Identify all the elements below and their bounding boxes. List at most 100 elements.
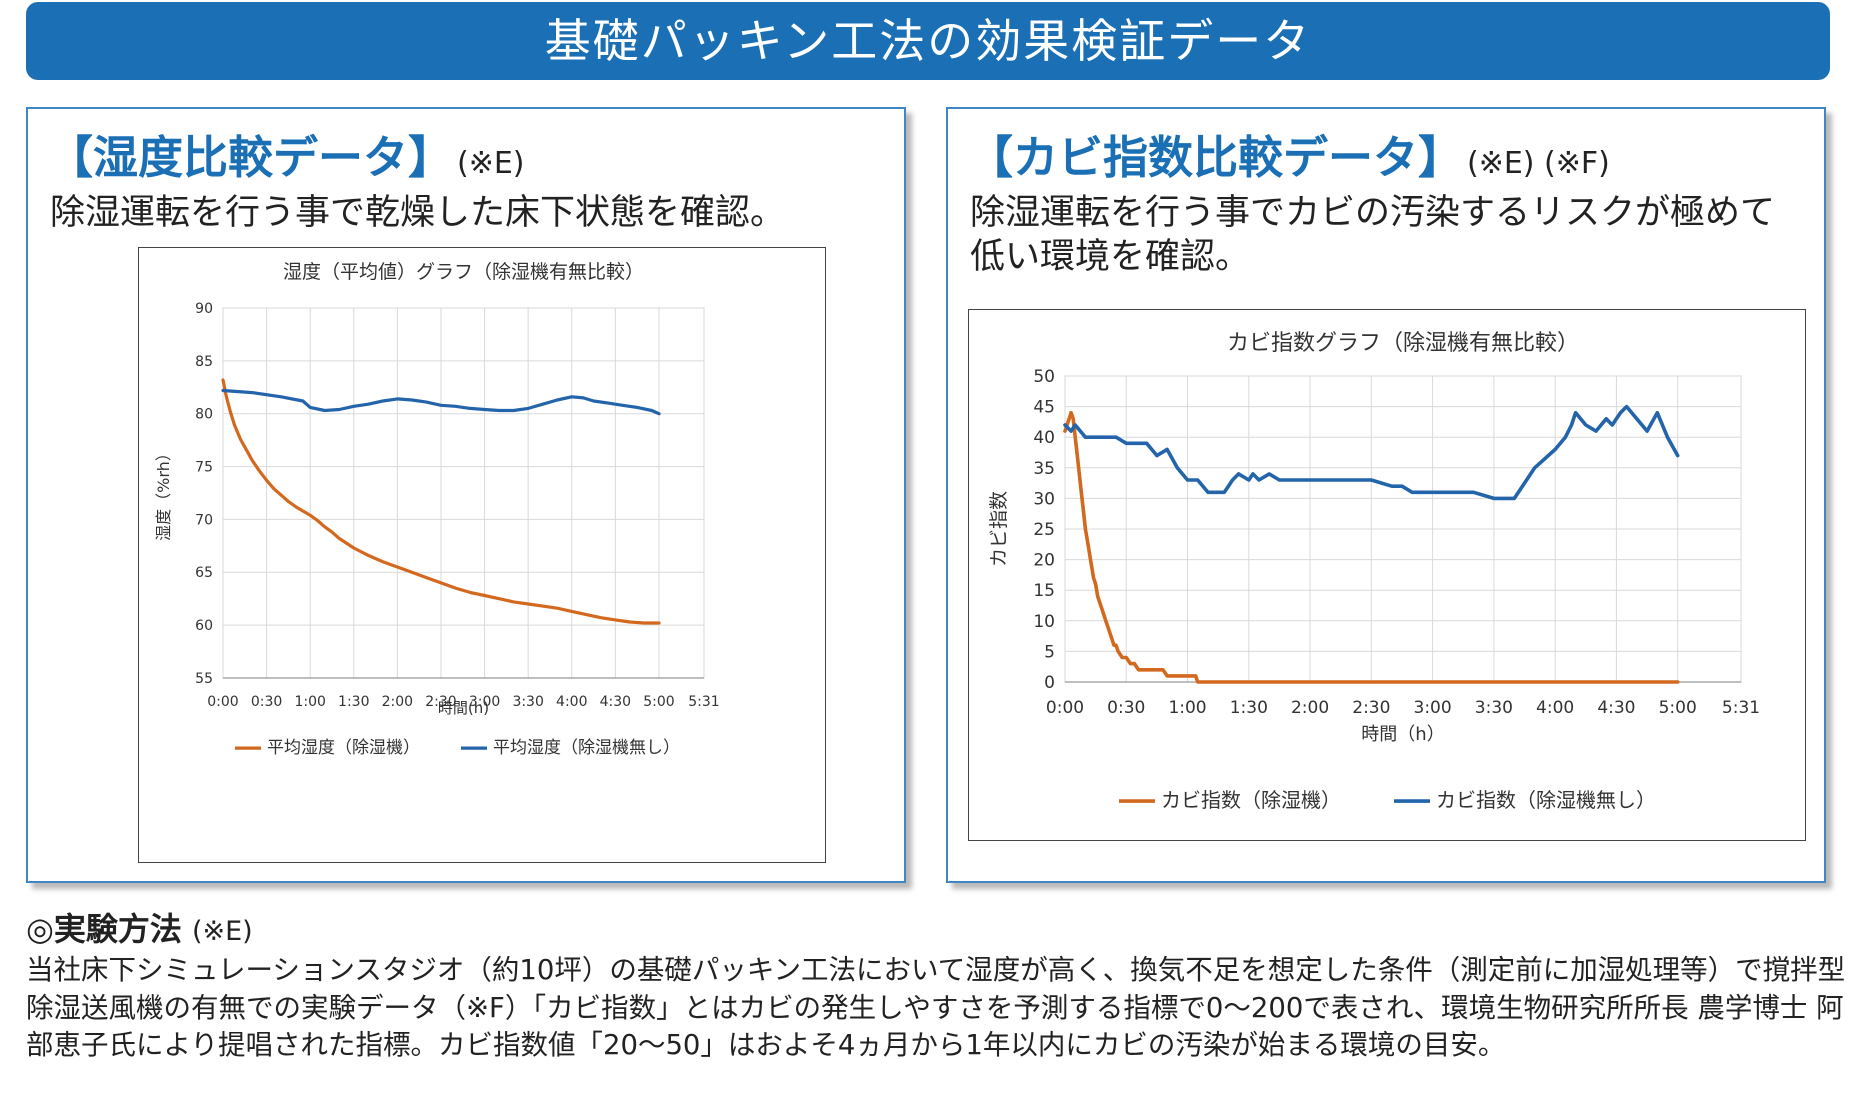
data-point	[273, 488, 275, 490]
data-point	[225, 394, 227, 396]
x-axis-label: 時間(h)	[438, 699, 489, 717]
data-point	[258, 470, 260, 472]
data-point	[556, 399, 558, 401]
data-point	[1166, 675, 1168, 677]
data-point	[367, 403, 369, 405]
y-tick-label: 20	[1033, 551, 1055, 571]
data-point	[353, 405, 355, 407]
data-point	[1074, 424, 1076, 426]
data-point	[1092, 577, 1095, 579]
data-point	[629, 621, 631, 623]
data-point	[1195, 675, 1197, 677]
data-point	[1248, 479, 1250, 481]
mold-panel: 【カビ指数比較データ】 (※E) (※F) 除湿運転を行う事でカビの汚染するリスク…	[946, 107, 1826, 883]
data-point	[1070, 412, 1072, 414]
method-heading: ◎実験方法 (※E)	[26, 909, 1856, 952]
x-tick-label: 5:31	[688, 694, 719, 710]
legend-label: カビ指数（除湿機）	[1161, 788, 1341, 812]
y-tick-label: 0	[1044, 673, 1055, 693]
data-point	[1585, 424, 1587, 426]
x-tick-label: 0:00	[207, 694, 238, 710]
x-tick-label: 0:30	[251, 694, 282, 710]
series-line-dehumidifier	[1063, 410, 1680, 684]
data-point	[582, 397, 584, 399]
data-point	[1197, 479, 1199, 481]
data-point	[1115, 644, 1117, 646]
data-point	[1101, 607, 1103, 610]
data-point	[1097, 595, 1099, 597]
data-point	[239, 438, 242, 440]
y-tick-label: 65	[195, 565, 213, 581]
data-point	[1223, 491, 1225, 493]
data-point	[1064, 430, 1066, 432]
data-point	[234, 424, 236, 426]
data-point	[651, 409, 653, 412]
data-point	[1115, 436, 1117, 438]
y-tick-label: 25	[1033, 520, 1055, 540]
humidity-panel-description: 除湿運転を行う事で乾燥した床下状態を確認。	[50, 193, 786, 233]
data-point	[331, 531, 333, 533]
x-tick-label: 4:00	[1536, 698, 1574, 718]
series-line-no-dehumidifier	[1063, 404, 1680, 501]
x-tick-label: 4:30	[1597, 698, 1635, 718]
y-tick-label: 90	[195, 301, 213, 317]
humidity-panel-title: 【湿度比較データ】	[48, 131, 454, 184]
data-point	[1074, 436, 1076, 438]
mold-panel-title: 【カビ指数比較データ】	[968, 131, 1464, 184]
y-axis-label: カビ指数	[988, 491, 1010, 567]
x-tick-label: 1:00	[1168, 698, 1206, 718]
data-point	[302, 510, 304, 512]
data-point	[1258, 479, 1260, 481]
experiment-method: ◎実験方法 (※E) 当社床下シミュレーションスタジオ（約10坪）の基礎パッキン工…	[26, 909, 1856, 1065]
humidity-panel-heading: 【湿度比較データ】 (※E)	[48, 121, 525, 186]
data-point	[1064, 424, 1066, 426]
data-point	[1072, 418, 1074, 420]
data-point	[513, 601, 515, 603]
data-point	[1162, 669, 1164, 671]
data-point	[1513, 497, 1515, 499]
y-tick-label: 40	[1033, 428, 1055, 448]
data-point	[622, 404, 624, 406]
page-banner: 基礎パッキン工法の効果検証データ	[26, 2, 1830, 80]
data-point	[309, 514, 311, 516]
y-tick-label: 30	[1033, 489, 1055, 509]
data-point	[1117, 650, 1119, 652]
data-point	[1268, 473, 1270, 475]
data-point	[1137, 669, 1140, 671]
data-point	[527, 603, 529, 605]
x-tick-label: 3:00	[469, 694, 500, 710]
data-point	[440, 404, 442, 406]
data-point	[222, 379, 224, 381]
data-point	[425, 401, 428, 403]
data-point	[411, 399, 413, 401]
data-point	[1646, 430, 1648, 432]
data-point	[1636, 418, 1638, 420]
data-point	[316, 519, 319, 522]
data-point	[1370, 681, 1372, 683]
data-point	[483, 408, 486, 411]
y-tick-label: 35	[1033, 459, 1055, 479]
series-line-no-dehumidifier	[221, 388, 661, 416]
data-point	[295, 506, 297, 508]
data-point	[1095, 436, 1097, 438]
data-point	[1090, 565, 1093, 567]
data-point	[1113, 644, 1115, 646]
x-tick-label: 0:30	[1107, 698, 1145, 718]
y-tick-label: 10	[1033, 612, 1055, 632]
data-point	[1105, 436, 1107, 438]
data-point	[1227, 485, 1229, 487]
data-point	[1084, 528, 1087, 530]
x-tick-label: 5:31	[1722, 698, 1760, 718]
data-point	[1217, 491, 1219, 493]
humidity-panel-note: (※E)	[457, 146, 525, 181]
mold-chart-svg: カビ指数グラフ（除湿機有無比較） 0 5 10 15 20 25 30 35 40 45 50 0:00…	[988, 331, 1760, 812]
data-point	[469, 591, 471, 593]
data-point	[1329, 479, 1332, 481]
y-tick-label: 70	[195, 512, 213, 528]
data-point	[251, 459, 253, 461]
data-point	[1107, 626, 1109, 628]
data-point	[658, 413, 660, 415]
data-point	[1176, 675, 1178, 677]
y-axis-label: 湿度（%rh）	[154, 445, 173, 541]
data-point	[229, 411, 231, 413]
